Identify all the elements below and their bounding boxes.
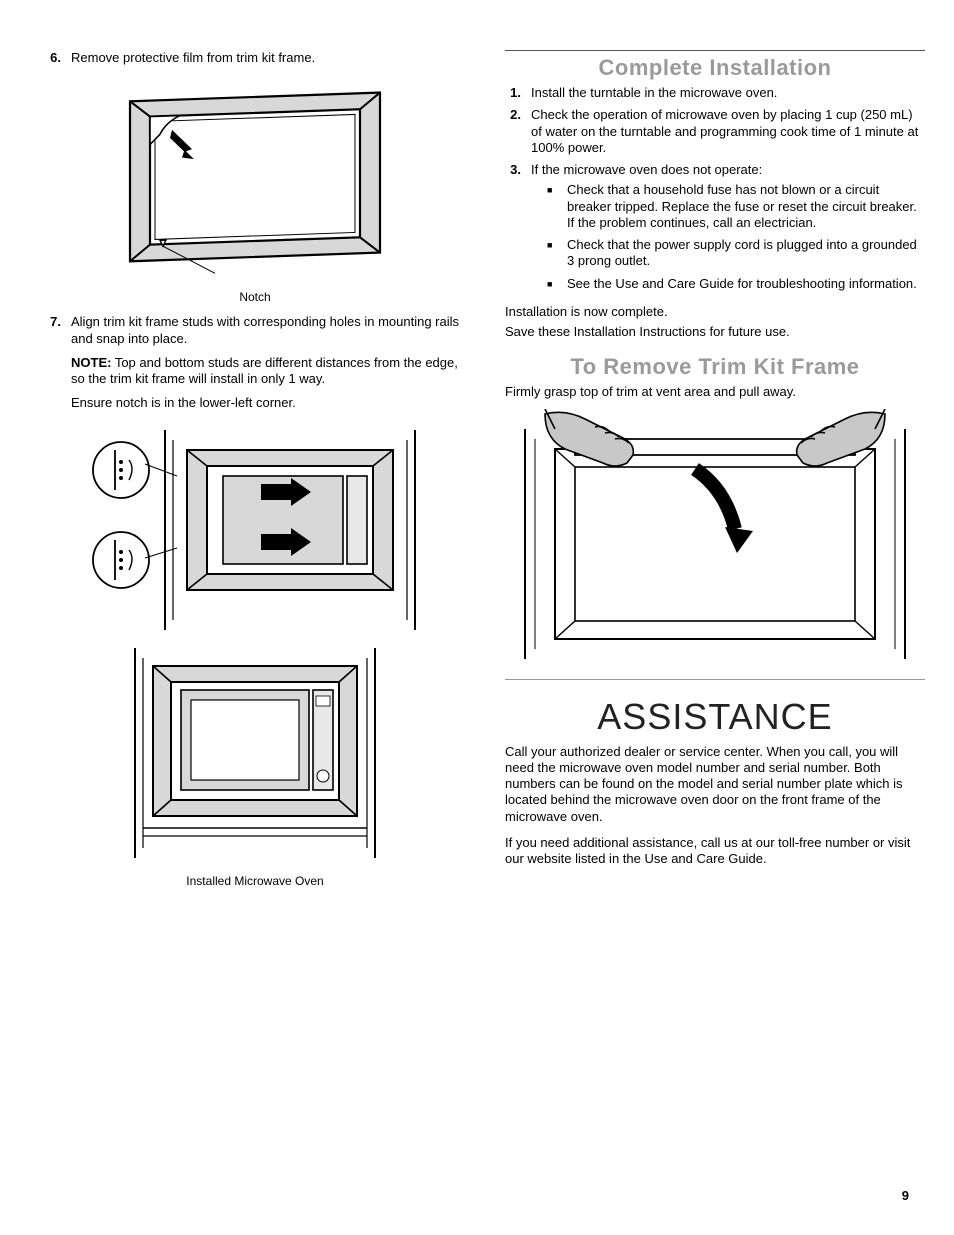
figure-remove-trim [515, 409, 915, 669]
installation-complete: Installation is now complete. [505, 304, 925, 320]
step-7-note-text: Top and bottom studs are different dista… [71, 355, 458, 386]
step-7-note-label: NOTE: [71, 355, 111, 370]
figure-installed-oven [125, 648, 385, 868]
troubleshoot-bullet-3: See the Use and Care Guide for troublesh… [547, 276, 925, 292]
step-6: 6. Remove protective film from trim kit … [45, 50, 465, 66]
heading-remove-trim: To Remove Trim Kit Frame [505, 354, 925, 380]
step-7-text: Align trim kit frame studs with correspo… [71, 314, 459, 345]
heading-assistance: ASSISTANCE [505, 696, 925, 738]
page-number: 9 [902, 1188, 909, 1203]
figure-trim-frame [110, 74, 400, 284]
step-7-ensure: Ensure notch is in the lower-left corner… [71, 395, 465, 411]
assistance-p2: If you need additional assistance, call … [505, 835, 925, 868]
left-column: 6. Remove protective film from trim kit … [45, 50, 465, 888]
step-7: 7. Align trim kit frame studs with corre… [45, 314, 465, 411]
step-7-number: 7. [45, 314, 71, 411]
assistance-p1: Call your authorized dealer or service c… [505, 744, 925, 825]
figure-installed-caption: Installed Microwave Oven [45, 874, 465, 888]
complete-step-3: 3. If the microwave oven does not operat… [505, 162, 925, 298]
divider [505, 50, 925, 51]
right-column: Complete Installation 1. Install the tur… [505, 50, 925, 888]
complete-step-1: 1. Install the turntable in the microwav… [505, 85, 925, 101]
heading-complete-installation: Complete Installation [505, 55, 925, 81]
save-instructions: Save these Installation Instructions for… [505, 324, 925, 340]
troubleshoot-bullet-2: Check that the power supply cord is plug… [547, 237, 925, 270]
remove-trim-text: Firmly grasp top of trim at vent area an… [505, 384, 925, 400]
troubleshoot-bullet-1: Check that a household fuse has not blow… [547, 182, 925, 231]
step-6-text: Remove protective film from trim kit fra… [71, 50, 465, 66]
step-7-body: Align trim kit frame studs with correspo… [71, 314, 465, 411]
figure-align-studs [85, 420, 425, 640]
step-6-number: 6. [45, 50, 71, 66]
divider [505, 679, 925, 680]
complete-step-2: 2. Check the operation of microwave oven… [505, 107, 925, 156]
figure-trim-caption: Notch [45, 290, 465, 304]
